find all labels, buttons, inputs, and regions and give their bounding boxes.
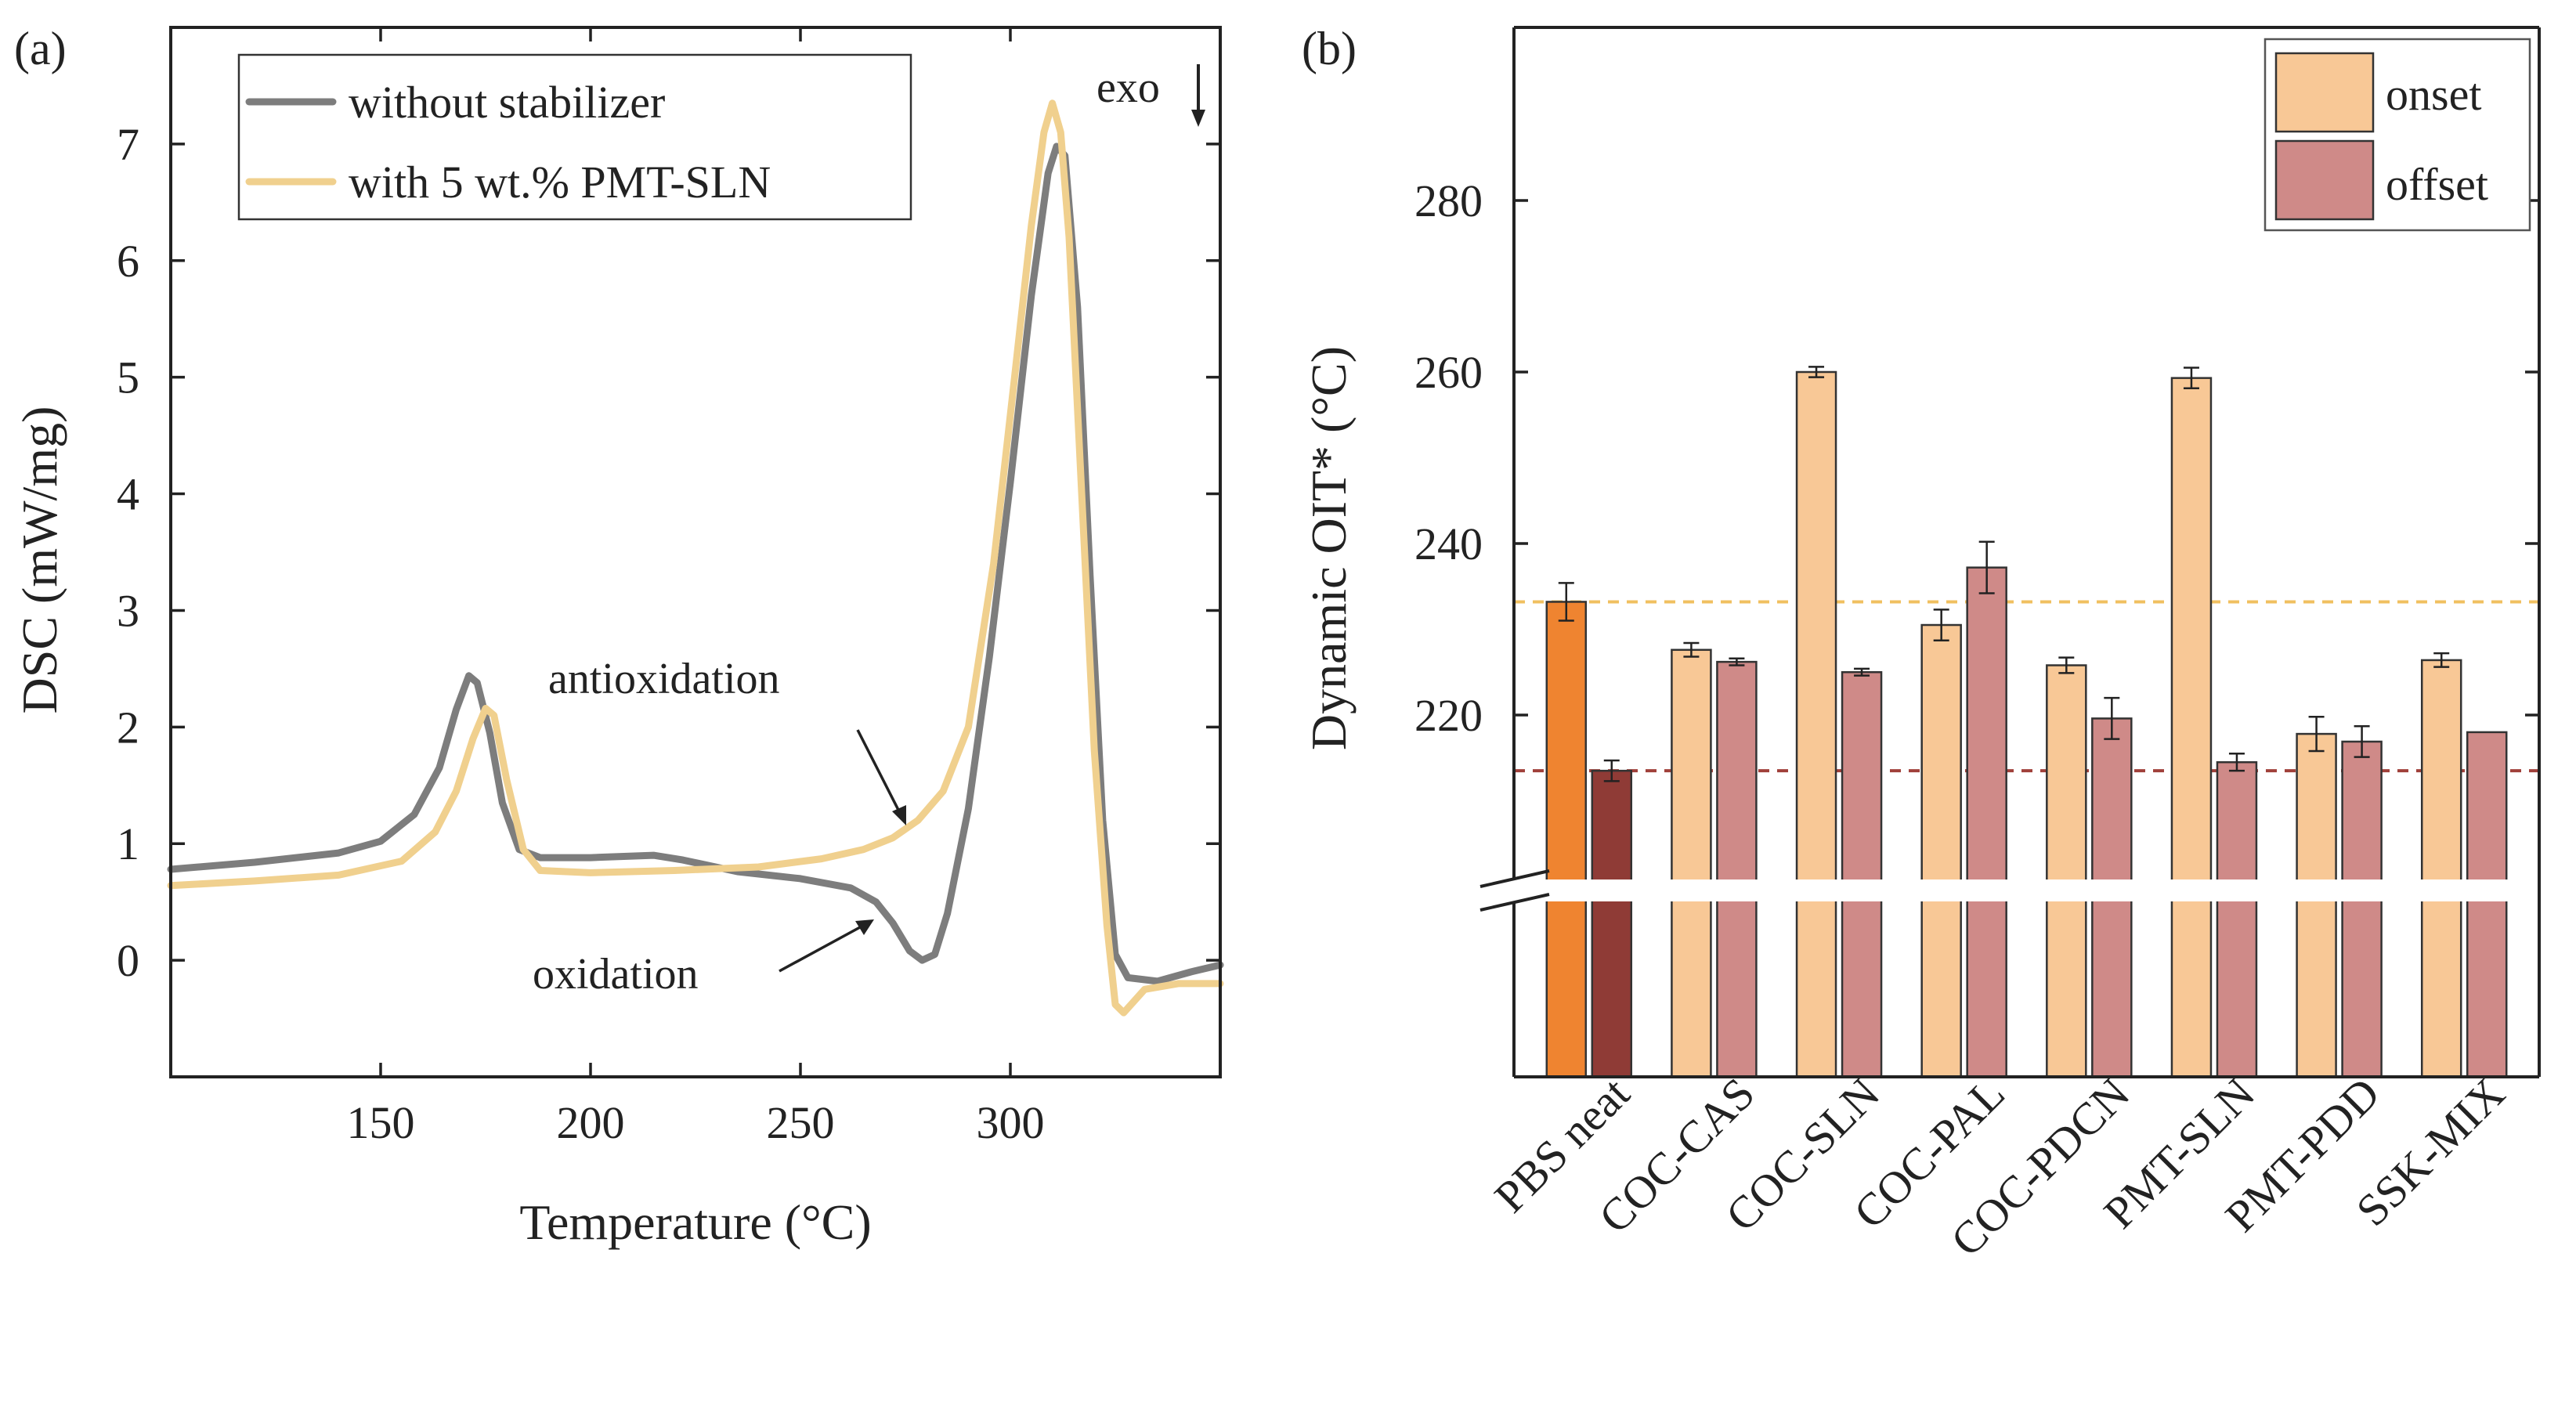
panel-b-error-bars bbox=[1558, 366, 2450, 782]
legend-label-onset: onset bbox=[2386, 69, 2481, 120]
panel-b-y-axis-label: Dynamic OIT* (°C) bbox=[1301, 346, 1357, 750]
panel-a-plot-area bbox=[167, 99, 1224, 1017]
axis-break-mark-upper bbox=[1479, 869, 1550, 888]
panel-a-legend-box bbox=[237, 53, 912, 221]
y-tick-label: 4 bbox=[117, 469, 139, 520]
legend-swatch-offset bbox=[2274, 139, 2375, 221]
x-tick-label: 300 bbox=[977, 1097, 1045, 1148]
legend-label-without-stabilizer: without stabilizer bbox=[349, 77, 665, 128]
x-tick-label: 150 bbox=[347, 1097, 415, 1148]
panel-a-y-ticks: 0 1 2 3 4 5 6 7 bbox=[117, 119, 1220, 986]
panel-a-dsc-chart: (a) 150 200 250 300 0 1 2 3 4 5 6 7 Temperature (°… bbox=[12, 23, 1224, 1250]
panel-b-oit-chart: (b) 220 240 260 280 PBS neatCOC-CASCOC-SLNC… bbox=[1301, 23, 2541, 1266]
y-tick-label: 220 bbox=[1414, 690, 1483, 741]
bar-offset-coc-cas bbox=[1716, 660, 1758, 1078]
y-tick-label: 3 bbox=[117, 585, 139, 636]
panel-b-label: (b) bbox=[1302, 23, 1357, 74]
legend-swatch-onset bbox=[2274, 52, 2375, 133]
oxidation-arrow-shaft bbox=[779, 926, 861, 973]
panel-a-y-axis-label: DSC (mW/mg) bbox=[12, 406, 67, 714]
y-tick-label: 1 bbox=[117, 818, 139, 869]
antioxidation-arrow-shaft bbox=[856, 729, 902, 815]
bar-onset-pmt-sln bbox=[2170, 377, 2213, 1078]
bar-onset-ssk-mix bbox=[2420, 659, 2462, 1078]
x-tick-label: 200 bbox=[557, 1097, 625, 1148]
bar-offset-ssk-mix bbox=[2466, 731, 2508, 1078]
line-series-1 bbox=[167, 99, 1224, 1017]
oxidation-label: oxidation bbox=[533, 950, 699, 999]
axis-break-gap bbox=[1500, 879, 2538, 901]
panel-b-reference-lines bbox=[1514, 600, 2539, 773]
antioxidation-arrow-head-icon bbox=[892, 805, 906, 825]
panel-a-legend: without stabilizer with 5 wt.% PMT-SLN bbox=[237, 53, 912, 221]
y-tick-label: 0 bbox=[117, 935, 139, 986]
panel-a-label: (a) bbox=[14, 23, 67, 74]
y-tick-label: 2 bbox=[117, 702, 139, 753]
exo-label: exo bbox=[1097, 63, 1160, 112]
bar-onset-pmt-pdd bbox=[2296, 732, 2337, 1078]
y-tick-label: 7 bbox=[117, 119, 139, 170]
y-tick-label: 6 bbox=[117, 236, 139, 287]
antioxidation-label: antioxidation bbox=[548, 655, 780, 703]
legend-label-offset: offset bbox=[2386, 159, 2488, 210]
exo-arrow-head-icon bbox=[1191, 110, 1205, 127]
bar-onset-pbs-neat bbox=[1545, 601, 1588, 1078]
legend-label-with-pmt-sln: with 5 wt.% PMT-SLN bbox=[349, 157, 771, 208]
bar-offset-pmt-pdd bbox=[2341, 740, 2383, 1078]
bar-offset-coc-pal bbox=[1966, 566, 2007, 1078]
bar-offset-pmt-sln bbox=[2216, 760, 2258, 1078]
panel-a-x-ticks: 150 200 250 300 bbox=[347, 27, 1045, 1148]
y-tick-label: 5 bbox=[117, 352, 139, 403]
y-tick-label: 240 bbox=[1414, 518, 1483, 569]
panel-b-y-ticks: 220 240 260 280 bbox=[1414, 175, 2539, 741]
y-tick-label: 260 bbox=[1414, 347, 1483, 398]
bar-onset-coc-pal bbox=[1920, 623, 1962, 1078]
bar-offset-coc-sln bbox=[1841, 671, 1883, 1078]
oxidation-arrow-head-icon bbox=[855, 919, 874, 935]
bar-onset-coc-pdcn bbox=[2046, 664, 2087, 1078]
line-series-0 bbox=[167, 143, 1224, 985]
panel-a-x-axis-label: Temperature (°C) bbox=[519, 1194, 871, 1250]
x-tick-label: 250 bbox=[767, 1097, 835, 1148]
bar-onset-coc-cas bbox=[1671, 648, 1712, 1078]
bar-onset-coc-sln bbox=[1795, 370, 1837, 1078]
bar-offset-pbs-neat bbox=[1591, 769, 1633, 1078]
axis-break-mark-lower bbox=[1479, 893, 1550, 912]
y-tick-label: 280 bbox=[1414, 175, 1483, 226]
panel-b-bars bbox=[1545, 370, 2508, 1078]
panel-b-legend: onset offset bbox=[2263, 38, 2531, 232]
panel-a-frame bbox=[169, 26, 1222, 1078]
panel-b-category-labels: PBS neatCOC-CASCOC-SLNCOC-PALCOC-PDCNPMT… bbox=[1484, 1067, 2514, 1266]
